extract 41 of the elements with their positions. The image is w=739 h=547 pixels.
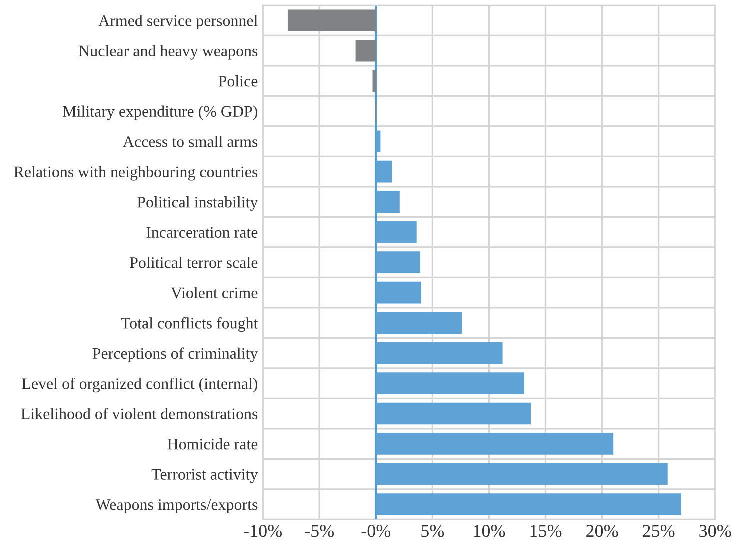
y-tick-label: Incarceration rate bbox=[146, 227, 258, 238]
y-tick-label: Total conflicts fought bbox=[121, 317, 258, 332]
y-tick-label: Level of organized conflict (internal) bbox=[22, 378, 258, 393]
x-tick-label: 10% bbox=[474, 525, 506, 538]
y-tick-label: Violent crime bbox=[171, 287, 258, 299]
x-tick-label: 30% bbox=[700, 525, 732, 538]
bar bbox=[376, 402, 532, 425]
bar bbox=[376, 433, 614, 455]
y-tick-label: Homicide rate bbox=[168, 438, 258, 450]
bar bbox=[376, 191, 400, 213]
bar bbox=[376, 312, 462, 334]
x-tick-label: 5% bbox=[422, 525, 444, 538]
bar bbox=[376, 221, 417, 244]
bar bbox=[288, 10, 376, 32]
bar bbox=[376, 130, 381, 152]
x-tick-label: -5% bbox=[305, 525, 334, 538]
bar bbox=[376, 342, 503, 364]
x-tick-label: -10% bbox=[244, 525, 282, 538]
y-tick-label: Military expenditure (% GDP) bbox=[63, 106, 258, 120]
y-tick-label: Armed service personnel bbox=[98, 15, 258, 30]
y-tick-label: Terrorist activity bbox=[152, 469, 258, 484]
y-tick-label: Nuclear and heavy weapons bbox=[79, 45, 258, 60]
bar bbox=[376, 372, 524, 394]
y-tick-label: Weapons imports/exports bbox=[96, 499, 258, 514]
y-tick-label: Relations with neighbouring countries bbox=[14, 166, 258, 181]
y-tick-label: Police bbox=[218, 76, 258, 87]
x-tick-label: 25% bbox=[643, 525, 675, 538]
y-tick-label: Political terror scale bbox=[130, 257, 258, 268]
y-tick-label: Political instability bbox=[138, 196, 258, 212]
x-tick-label: -0% bbox=[362, 525, 391, 538]
x-tick-label: 15% bbox=[530, 525, 562, 538]
bar bbox=[356, 40, 376, 62]
y-tick-label: Perceptions of criminality bbox=[92, 348, 258, 362]
bar bbox=[376, 252, 420, 274]
bar bbox=[376, 463, 668, 486]
x-tick-label: 20% bbox=[586, 525, 618, 538]
y-tick-label: Access to small arms bbox=[123, 136, 258, 148]
bar bbox=[376, 160, 392, 183]
bar bbox=[376, 494, 682, 516]
y-tick-label: Likelihood of violent demonstrations bbox=[21, 408, 258, 420]
bar bbox=[376, 282, 422, 304]
